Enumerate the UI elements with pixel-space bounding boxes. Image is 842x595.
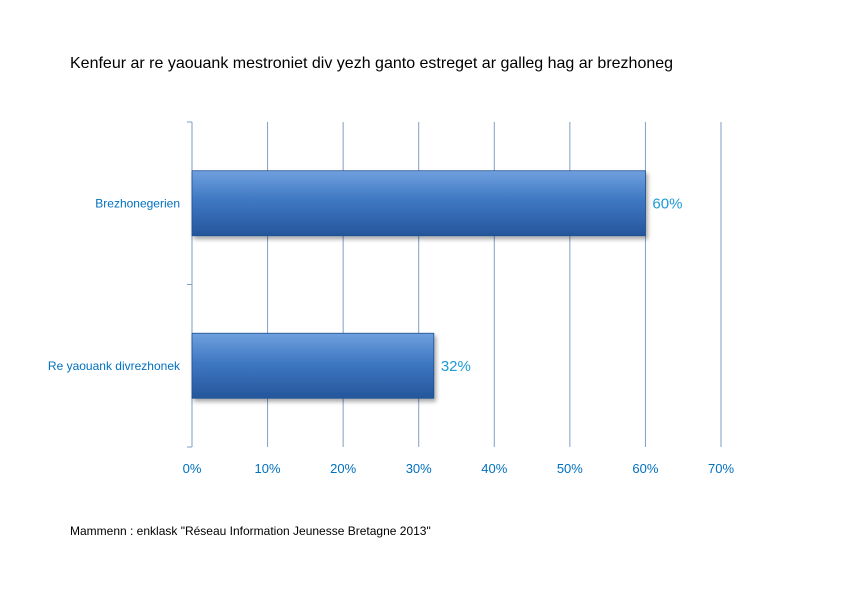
bar — [191, 170, 646, 237]
x-tick-label: 50% — [557, 461, 583, 476]
data-label: 32% — [441, 358, 471, 375]
chart-title: Kenfeur ar re yaouank mestroniet div yez… — [70, 55, 674, 72]
x-tick-label: 40% — [481, 461, 507, 476]
axes — [187, 121, 193, 448]
x-tick-label: 10% — [255, 461, 281, 476]
x-tick-label: 20% — [330, 461, 356, 476]
data-label: 60% — [652, 195, 682, 212]
x-tick-label: 60% — [632, 461, 658, 476]
category-label: Brezhonegerien — [95, 196, 180, 210]
x-tick-label: 30% — [406, 461, 432, 476]
category-label: Re yaouank divrezhonek — [48, 359, 181, 373]
labels: 0% 10% 20% 30% 40% 50% 60% 70% 60% Brezhonegerien… — [48, 195, 735, 476]
bars — [191, 170, 646, 399]
x-tick-label: 0% — [183, 461, 202, 476]
x-tick-label: 70% — [708, 461, 734, 476]
bar — [191, 332, 435, 399]
source-note: Mammenn : enklask "Réseau Information Je… — [70, 524, 431, 538]
